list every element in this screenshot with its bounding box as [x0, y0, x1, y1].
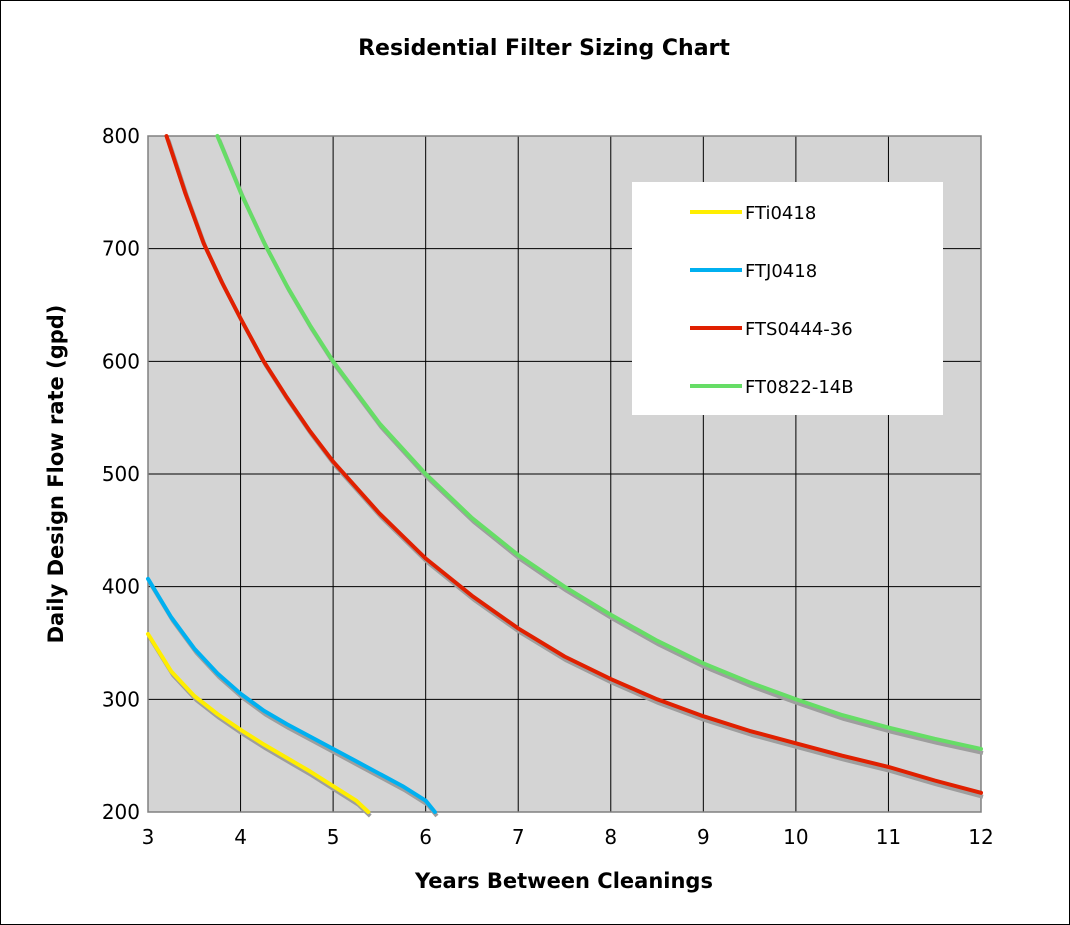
legend-label-fti0418: FTi0418 [745, 203, 816, 224]
y-axis-title: Daily Design Flow rate (gpd) [44, 305, 68, 644]
y-tick-label: 800 [102, 124, 140, 148]
x-tick-label: 3 [142, 825, 155, 849]
x-axis-title: Years Between Cleanings [414, 869, 713, 893]
x-tick-label: 4 [234, 825, 247, 849]
x-tick-label: 10 [783, 825, 808, 849]
x-tick-label: 5 [327, 825, 340, 849]
y-tick-label: 300 [102, 687, 140, 711]
y-tick-label: 200 [102, 800, 140, 824]
x-tick-label: 6 [419, 825, 432, 849]
y-tick-labels: 200 300 400 500 600 700 800 [102, 124, 140, 824]
x-tick-label: 7 [512, 825, 525, 849]
series-line-fts0444-36 [164, 134, 983, 795]
y-tick-label: 400 [102, 575, 140, 599]
legend-label-fts0444-36: FTS0444-36 [745, 319, 853, 340]
chart-title: Residential Filter Sizing Chart [358, 36, 730, 61]
series-line-fti0418 [146, 632, 371, 814]
legend-box [632, 182, 943, 415]
x-tick-label: 9 [697, 825, 710, 849]
plot-border-rect [147, 135, 982, 813]
x-tick-labels: 3 4 5 6 7 8 9 10 11 12 [142, 825, 994, 849]
legend: FTi0418 FTJ0418 FTS0444-36 FT0822-14B [632, 182, 943, 415]
plot-border [147, 135, 982, 813]
y-tick-label: 700 [102, 237, 140, 261]
x-tick-label: 11 [876, 825, 901, 849]
legend-label-ftj0418: FTJ0418 [745, 261, 817, 282]
series-layer [146, 134, 984, 818]
series-line-ftj0418 [146, 576, 437, 814]
y-tick-label: 600 [102, 349, 140, 373]
series-line-ft0822-14b [215, 134, 983, 751]
x-tick-label: 8 [604, 825, 617, 849]
x-tick-label: 12 [968, 825, 993, 849]
legend-label-ft0822-14b: FT0822-14B [745, 377, 854, 398]
y-tick-label: 500 [102, 462, 140, 486]
